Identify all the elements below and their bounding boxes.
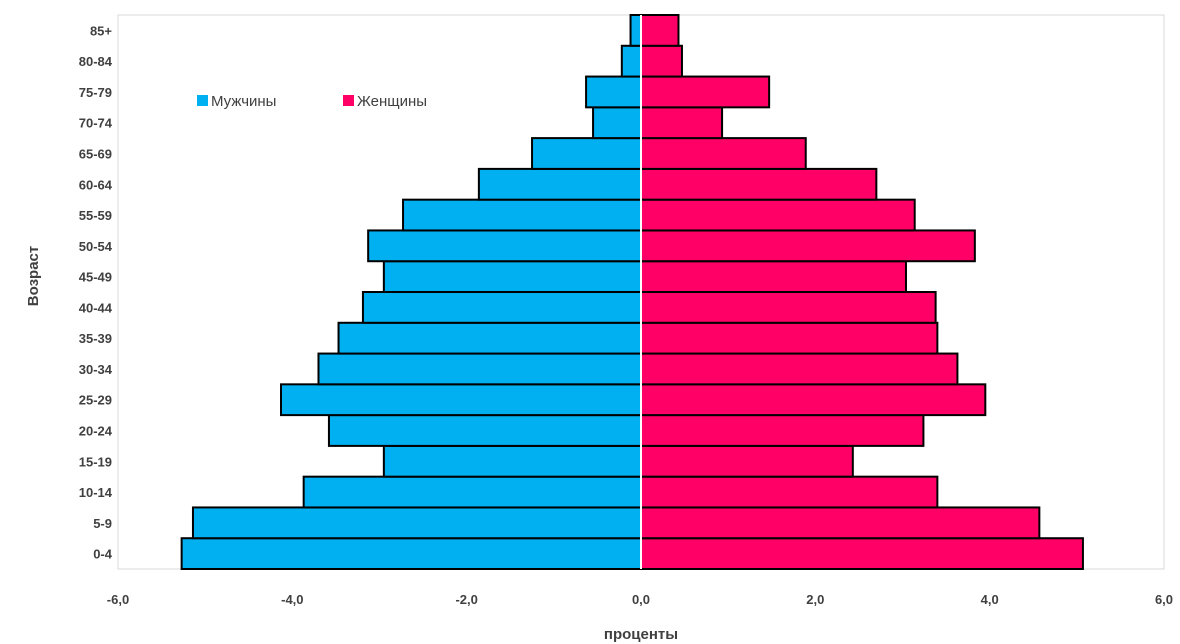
bar-men-70-74 bbox=[592, 106, 643, 140]
legend-item-men: Мужчины bbox=[197, 93, 276, 110]
y-tick-label: 60-64 bbox=[79, 177, 113, 192]
legend-swatch-women bbox=[343, 95, 354, 106]
x-tick-label: 0,0 bbox=[632, 592, 650, 607]
bar-men-30-34 bbox=[317, 352, 642, 386]
bar-men-20-24 bbox=[327, 414, 642, 447]
bar-women-70-74 bbox=[640, 106, 724, 140]
bar-women-80-84 bbox=[640, 44, 683, 78]
x-tick-label: -2,0 bbox=[455, 592, 477, 607]
legend-label-women: Женщины bbox=[357, 93, 427, 110]
x-tick-label: -6,0 bbox=[107, 592, 129, 607]
x-tick-labels: -6,0 -4,0 -2,0 0,0 2,0 4,0 6,0 bbox=[107, 592, 1173, 607]
bar-women-35-39 bbox=[640, 321, 939, 355]
y-axis-title: Возраст bbox=[25, 246, 42, 306]
legend-label-men: Мужчины bbox=[211, 93, 276, 110]
bar-men-40-44 bbox=[361, 291, 642, 324]
x-tick-label: 2,0 bbox=[806, 592, 824, 607]
x-tick-label: 6,0 bbox=[1155, 592, 1173, 607]
bar-men-25-29 bbox=[280, 383, 642, 417]
bar-men-55-59 bbox=[402, 198, 642, 232]
bar-women-75-79 bbox=[640, 75, 771, 109]
bar-men-80-84 bbox=[620, 44, 642, 78]
bar-men-35-39 bbox=[337, 321, 642, 355]
bar-men-85+ bbox=[629, 14, 642, 47]
bar-women-60-64 bbox=[640, 167, 878, 201]
y-tick-label: 35-39 bbox=[79, 331, 112, 346]
legend-item-women: Женщины bbox=[343, 93, 427, 110]
y-tick-label: 70-74 bbox=[79, 116, 113, 131]
bar-men-75-79 bbox=[585, 75, 643, 109]
bar-men-5-9 bbox=[191, 506, 642, 540]
x-tick-label: 4,0 bbox=[981, 592, 999, 607]
x-axis-title: проценты bbox=[604, 626, 678, 643]
y-tick-label: 0-4 bbox=[93, 547, 113, 562]
y-tick-label: 30-34 bbox=[79, 362, 113, 377]
bar-men-15-19 bbox=[382, 444, 642, 478]
y-tick-label: 20-24 bbox=[79, 424, 113, 439]
bar-men-45-49 bbox=[382, 260, 642, 294]
bar-men-65-69 bbox=[531, 137, 643, 170]
bar-women-30-34 bbox=[640, 352, 959, 386]
y-tick-label: 10-14 bbox=[79, 485, 113, 500]
y-tick-label: 50-54 bbox=[79, 239, 113, 254]
bars-layer bbox=[180, 14, 1084, 571]
bar-women-45-49 bbox=[640, 260, 907, 294]
y-tick-label: 65-69 bbox=[79, 147, 112, 162]
bar-men-0-4 bbox=[180, 537, 643, 571]
bar-women-15-19 bbox=[640, 444, 854, 478]
bar-women-5-9 bbox=[640, 506, 1041, 540]
bar-women-20-24 bbox=[640, 414, 925, 447]
x-tick-label: -4,0 bbox=[281, 592, 303, 607]
y-tick-label: 5-9 bbox=[93, 516, 112, 531]
bar-women-85+ bbox=[640, 14, 680, 47]
bar-women-50-54 bbox=[640, 229, 976, 263]
y-tick-label: 85+ bbox=[90, 23, 112, 38]
y-tick-label: 55-59 bbox=[79, 208, 112, 223]
y-tick-label: 15-19 bbox=[79, 454, 112, 469]
bar-women-40-44 bbox=[640, 291, 937, 324]
y-tick-label: 40-44 bbox=[79, 300, 113, 315]
bar-women-55-59 bbox=[640, 198, 916, 232]
bar-men-50-54 bbox=[367, 229, 642, 263]
y-tick-label: 80-84 bbox=[79, 54, 113, 69]
y-tick-label: 45-49 bbox=[79, 270, 112, 285]
bar-women-65-69 bbox=[640, 137, 807, 170]
bar-women-0-4 bbox=[640, 537, 1084, 571]
bar-men-60-64 bbox=[477, 167, 642, 201]
bar-women-25-29 bbox=[640, 383, 987, 417]
legend-swatch-men bbox=[197, 95, 208, 106]
bar-men-10-14 bbox=[302, 475, 642, 509]
y-tick-label: 25-29 bbox=[79, 393, 112, 408]
y-tick-labels: 0-4 5-9 10-14 15-19 20-24 25-29 30-34 35-39 40-4… bbox=[79, 23, 113, 561]
y-tick-label: 75-79 bbox=[79, 85, 112, 100]
bar-women-10-14 bbox=[640, 475, 939, 509]
legend: Мужчины Женщины bbox=[197, 93, 427, 110]
